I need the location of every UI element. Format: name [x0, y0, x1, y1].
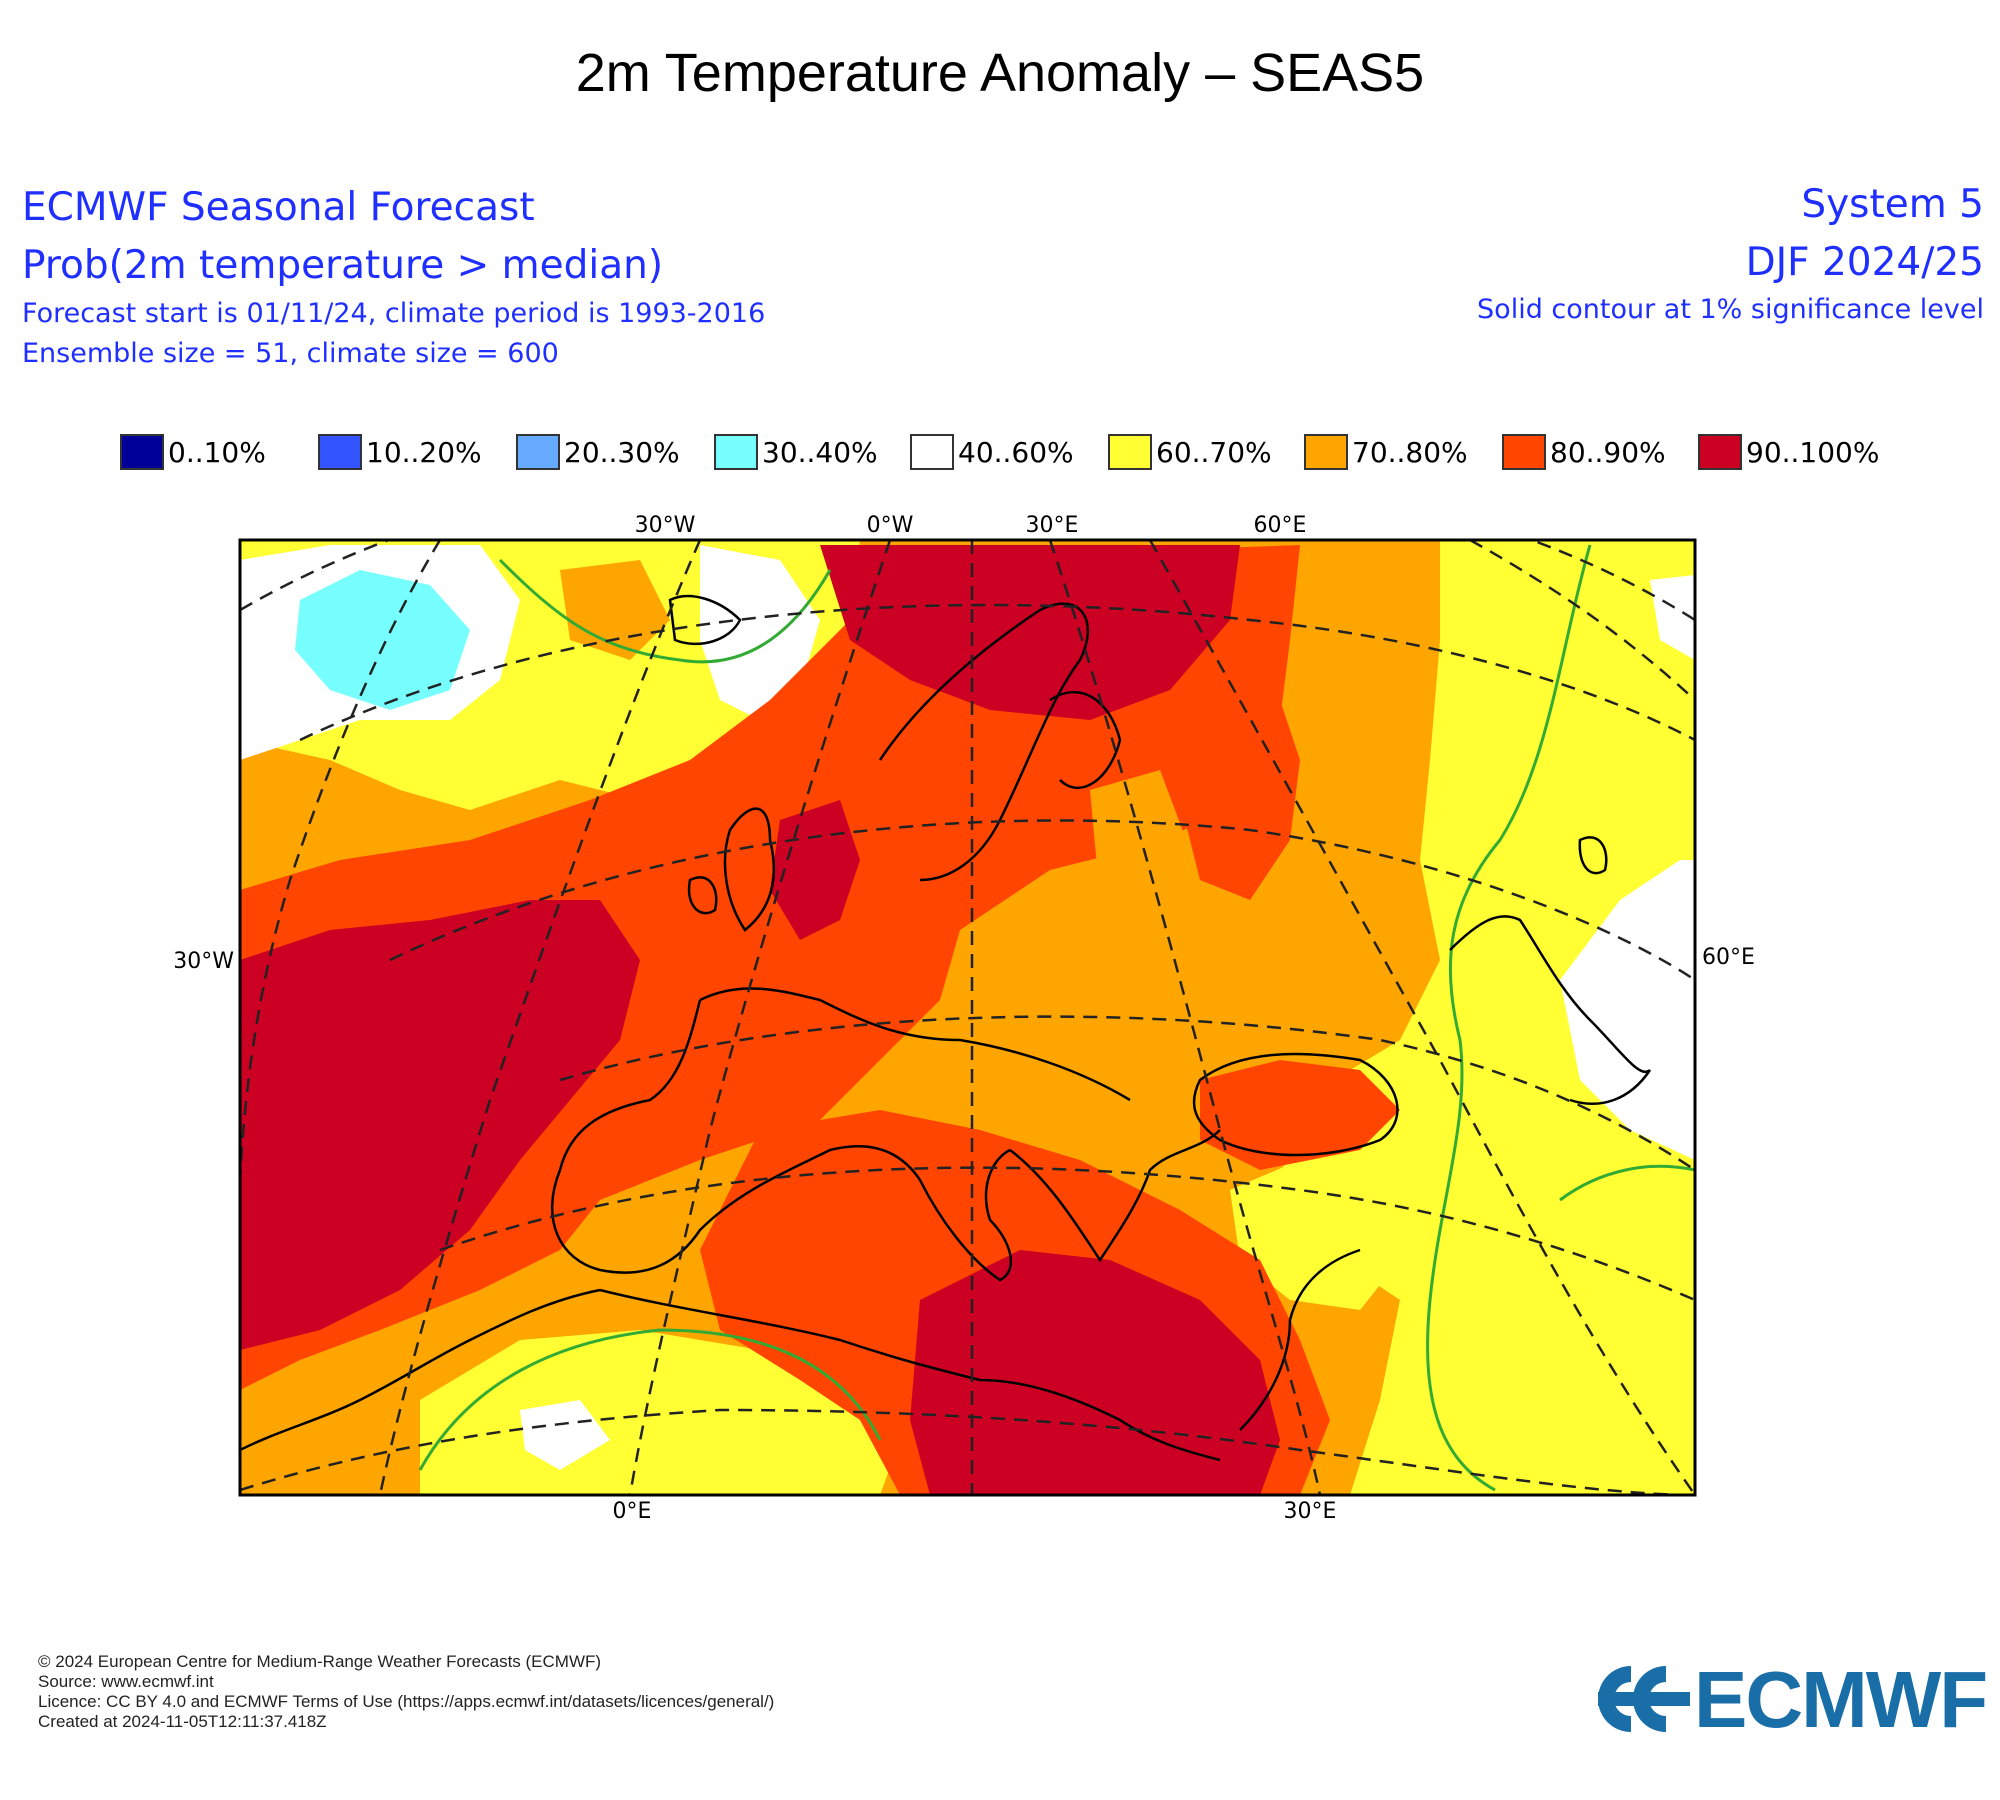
coastline — [240, 1288, 601, 1452]
legend-label: 90..100% — [1746, 435, 1880, 469]
legend-label: 20..30% — [564, 435, 680, 469]
header-product-title: ECMWF Seasonal Forecast — [22, 185, 535, 230]
footer-copyright: © 2024 European Centre for Medium-Range … — [38, 1652, 602, 1671]
legend-item: 10..20% — [318, 430, 482, 474]
legend-swatch — [120, 434, 164, 470]
axis-label-top: 0°W — [867, 513, 914, 538]
header-quantity: Prob(2m temperature > median) — [22, 243, 664, 288]
coastline — [1192, 1052, 1399, 1157]
region-darkred-north — [820, 545, 1240, 720]
footer-credits: © 2024 European Centre for Medium-Range … — [38, 1652, 774, 1732]
header-forecast-start: Forecast start is 01/11/24, climate peri… — [22, 298, 766, 329]
graticule-line — [389, 819, 1695, 982]
graticule-line — [240, 1408, 1695, 1495]
legend-swatch — [516, 434, 560, 470]
axis-label-bottom: 0°E — [613, 1499, 652, 1524]
region-darkred-atlantic — [240, 900, 640, 1350]
header-system: System 5 — [1801, 182, 1984, 227]
header-season: DJF 2024/25 — [1745, 240, 1984, 285]
coastline — [1009, 1129, 1221, 1263]
axis-label-bottom: 30°E — [1284, 1499, 1337, 1524]
coastline — [668, 594, 742, 646]
map-frame — [238, 538, 1697, 1497]
legend-item: 0..10% — [120, 430, 266, 474]
graticule-line — [439, 1166, 1695, 1302]
region-white-east — [1560, 860, 1695, 1160]
legend-swatch — [318, 434, 362, 470]
legend-item: 60..70% — [1108, 430, 1272, 474]
legend-swatch — [1502, 434, 1546, 470]
legend-item: 30..40% — [714, 430, 878, 474]
region-orangered-blacksea — [1200, 1060, 1400, 1170]
graticule-line — [240, 540, 442, 1181]
graticule-line — [1148, 540, 1695, 1495]
region-cyan-greenland — [295, 570, 470, 710]
legend-label: 80..90% — [1550, 435, 1666, 469]
header-ensemble-size: Ensemble size = 51, climate size = 600 — [22, 338, 559, 369]
legend-swatch — [714, 434, 758, 470]
coastline — [1049, 690, 1122, 790]
page-title: 2m Temperature Anomaly – SEAS5 — [575, 43, 1425, 103]
legend-swatch — [910, 434, 954, 470]
graticule-line — [1048, 540, 1322, 1495]
coastline — [918, 1148, 1013, 1282]
legend-label: 40..60% — [958, 435, 1074, 469]
legend-swatch — [1108, 434, 1152, 470]
map-field — [240, 540, 1695, 1495]
graticule-line — [628, 540, 892, 1495]
ecmwf-logo-text: ECMWF — [1694, 1655, 1988, 1744]
legend-item: 20..30% — [516, 430, 680, 474]
region-darkred-africa — [910, 1250, 1280, 1495]
significance-contour — [418, 1328, 882, 1471]
coastline — [878, 602, 1090, 882]
ecmwf-logo-icon — [1598, 1666, 1690, 1732]
legend-item: 80..90% — [1502, 430, 1666, 474]
graticule-line — [299, 603, 1695, 742]
legend-label: 30..40% — [762, 435, 878, 469]
ecmwf-logo: ECMWF — [1596, 1655, 1988, 1744]
coastline — [723, 807, 776, 932]
axis-label-top: 30°E — [1026, 513, 1079, 538]
coastline — [1239, 1248, 1361, 1431]
axis-label-top: 30°W — [635, 513, 696, 538]
graticule-line — [240, 540, 1695, 622]
legend-swatch — [1304, 434, 1348, 470]
significance-contour — [498, 558, 832, 664]
axis-label-top: 60°E — [1254, 513, 1307, 538]
region-yellow-levant — [1230, 1160, 1400, 1310]
axis-label-right: 60°E — [1702, 945, 1755, 970]
region-orange-iceland — [560, 560, 670, 660]
significance-contour — [1559, 1164, 1695, 1202]
legend-label: 60..70% — [1156, 435, 1272, 469]
region-orangered-east — [1180, 700, 1300, 900]
legend-label: 10..20% — [366, 435, 482, 469]
axis-label-left: 30°W — [173, 949, 234, 974]
footer-source: Source: www.ecmwf.int — [38, 1672, 214, 1691]
legend-item: 40..60% — [910, 430, 1074, 474]
forecast-map: 30°W 0°W 30°E 60°E 30°W 60°E 0°E 30°E — [173, 513, 1755, 1524]
legend-item: 70..80% — [1304, 430, 1468, 474]
footer-licence: Licence: CC BY 4.0 and ECMWF Terms of Us… — [38, 1692, 775, 1711]
graticule-line — [378, 540, 702, 1495]
significance-contour — [1426, 544, 1592, 1492]
legend-label: 70..80% — [1352, 435, 1468, 469]
header-significance: Solid contour at 1% significance level — [1477, 294, 1984, 325]
coastline — [1578, 836, 1608, 875]
coastline — [550, 999, 922, 1274]
region-orange-russia — [1090, 770, 1190, 920]
region-orange-central — [960, 910, 1100, 1060]
region-white-ne — [1650, 575, 1695, 660]
coastline — [1449, 915, 1652, 1105]
coastline — [687, 876, 718, 915]
footer-created: Created at 2024-11-05T12:11:37.418Z — [38, 1712, 327, 1731]
legend-item: 90..100% — [1698, 430, 1879, 474]
graticule-line — [1469, 540, 1695, 701]
coastline — [699, 987, 1131, 1102]
legend-swatch — [1698, 434, 1742, 470]
region-white-iceland — [700, 545, 820, 720]
region-white-sahara — [520, 1400, 610, 1470]
legend-label: 0..10% — [168, 435, 266, 469]
